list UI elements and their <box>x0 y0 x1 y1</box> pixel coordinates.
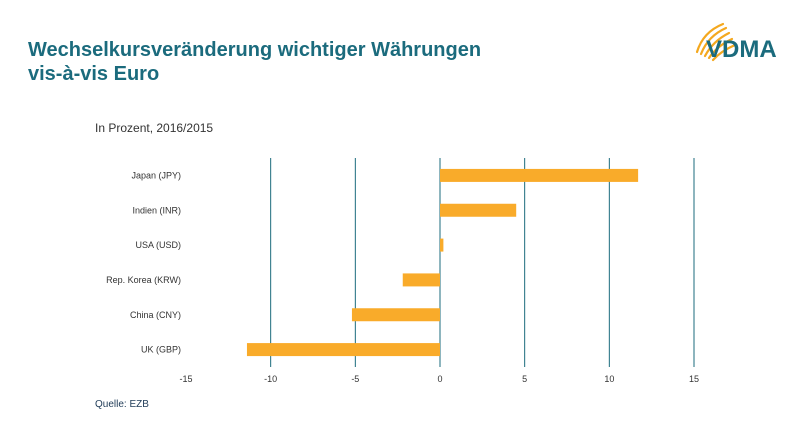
chart-title-line2: vis-à-vis Euro <box>28 63 160 85</box>
bar-china-cny <box>351 308 440 322</box>
x-tick-label: 15 <box>689 374 699 384</box>
chart-title-line1: Wechselkursveränderung wichtiger Währung… <box>28 39 482 61</box>
chart-subtitle: In Prozent, 2016/2015 <box>95 121 214 135</box>
bar-rep-korea-krw <box>402 273 440 287</box>
category-labels: Japan (JPY) Indien (INR) USA (USD) Rep. Kor… <box>106 170 181 354</box>
grid-lines <box>270 158 695 367</box>
x-tick-label: -15 <box>179 374 192 384</box>
x-tick-label: 5 <box>522 374 527 384</box>
category-label: Japan (JPY) <box>131 170 181 180</box>
category-label: Rep. Korea (KRW) <box>106 275 181 285</box>
category-label: Indien (INR) <box>132 205 181 215</box>
bar-indien-inr <box>440 203 517 217</box>
bars <box>246 168 639 357</box>
vdma-logo-arcs-icon <box>695 22 737 62</box>
category-label: China (CNY) <box>130 310 181 320</box>
vdma-logo-text: VDMA <box>706 36 777 63</box>
category-label: UK (GBP) <box>141 345 181 355</box>
x-tick-label: -10 <box>264 374 277 384</box>
x-tick-label: 10 <box>604 374 614 384</box>
x-tick-label: 0 <box>437 374 442 384</box>
x-tick-labels: -15 -10 -5 0 5 10 15 <box>179 374 699 384</box>
bar-japan-jpy <box>440 168 639 182</box>
x-tick-label: -5 <box>351 374 359 384</box>
bar-usa-usd <box>440 238 444 252</box>
bar-uk-gbp <box>246 343 440 357</box>
source-note: Quelle: EZB <box>95 399 149 410</box>
chart-title: Wechselkursveränderung wichtiger Währung… <box>28 38 481 86</box>
category-label: USA (USD) <box>135 240 181 250</box>
